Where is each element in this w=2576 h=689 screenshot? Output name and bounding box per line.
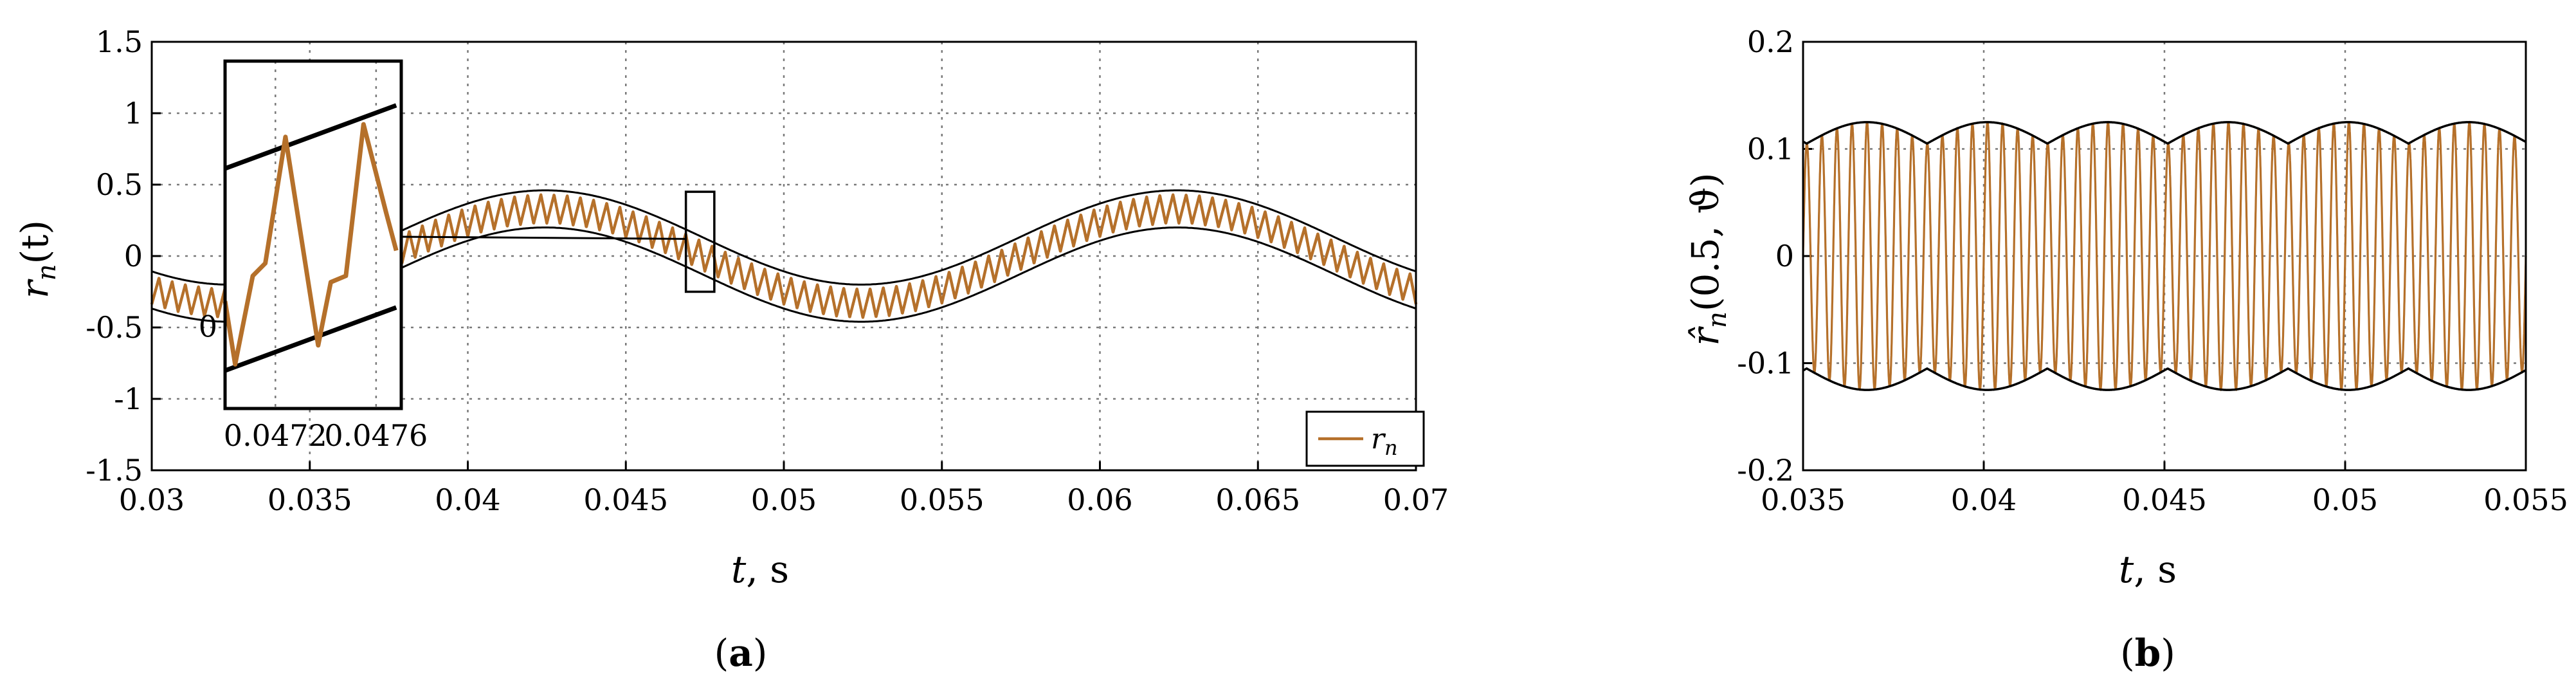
chart-a-x-tick-label: 0.05 <box>751 482 817 517</box>
chart-b-y-tick-label: 0.2 <box>1747 24 1794 59</box>
chart-a-inset-envelope-lower <box>224 305 397 373</box>
chart-b-envelope-lower <box>1802 367 2526 391</box>
chart-a-inset-x-tick-label: 0.0476 <box>324 418 428 453</box>
chart-a-x-axis-label: t, s <box>731 547 789 591</box>
chart-b-y-tick-label: -0.1 <box>1737 346 1794 381</box>
chart-b-envelope-upper <box>1802 121 2526 145</box>
chart-a-inset-y-tick-labels: 0 <box>199 309 217 344</box>
chart-a-y-tick-label: -1 <box>114 381 143 416</box>
chart-b-x-axis-label: t, s <box>2119 547 2177 591</box>
chart-b-x-tick-labels: 0.035 0.04 0.045 0.05 0.055 <box>1761 482 2568 517</box>
chart-b-x-tick-label: 0.055 <box>2483 482 2568 517</box>
chart-a-y-tick-label: -0.5 <box>86 310 143 345</box>
chart-b-x-tick-label: 0.035 <box>1761 482 1846 517</box>
chart-b-signal-line <box>1802 120 2527 392</box>
chart-b-y-axis-label: r̂n(0.5, ϑ) <box>1683 172 1732 345</box>
chart-a-x-tick-label: 0.04 <box>435 482 500 517</box>
chart-a-inset-frame <box>223 59 403 410</box>
chart-a-y-tick-label: 0.5 <box>96 167 143 202</box>
chart-a-zoom-connector <box>401 235 686 240</box>
chart-a-x-tick-label: 0.055 <box>900 482 984 517</box>
chart-a-inset-background <box>225 61 401 409</box>
chart-a-inset-y-tick-label: 0 <box>199 309 217 344</box>
chart-a-y-tick-labels: 1.5 1 0.5 0 -0.5 -1 -1.5 <box>86 24 143 488</box>
chart-b-x-tick-label: 0.04 <box>1951 482 2017 517</box>
chart-a-x-tick-label: 0.035 <box>268 482 352 517</box>
chart-a-inset-signal-line <box>222 122 399 367</box>
chart-b-y-tick-label: 0.1 <box>1747 132 1794 167</box>
chart-a-inset-envelope-upper <box>224 103 397 171</box>
chart-b-axes-frame <box>1802 41 2527 472</box>
chart-a-legend-label: rn <box>1371 423 1398 460</box>
chart-a-y-axis-label: rn(t) <box>13 220 62 299</box>
chart-b-caption: (b) <box>2120 631 2175 675</box>
chart-a-caption: (a) <box>714 631 768 675</box>
chart-a-inset-x-tick-label: 0.0472 <box>224 418 327 453</box>
chart-b-x-tick-label: 0.05 <box>2312 482 2378 517</box>
chart-a-x-tick-labels: 0.03 0.035 0.04 0.045 0.05 0.055 0.06 0.065 0.07 <box>119 482 1449 517</box>
chart-a-x-tick-label: 0.065 <box>1215 482 1300 517</box>
chart-a-x-tick-label: 0.03 <box>119 482 185 517</box>
chart-a-y-tick-label: 1 <box>124 96 143 131</box>
chart-b: 0.035 0.04 0.045 0.05 0.055 0.20.10-0.1-0.2 … <box>1683 24 2568 675</box>
chart-a-zoom-window <box>684 190 716 293</box>
chart-a-axes-frame <box>150 41 1417 472</box>
chart-b-y-tick-labels: 0.2 0.1 0 -0.1 -0.2 <box>1737 24 1794 488</box>
chart-b-y-tick-label: -0.2 <box>1737 453 1794 488</box>
chart-b-y-tick-label: 0 <box>1775 239 1794 273</box>
chart-a-y-tick-label: 1.5 <box>96 24 143 59</box>
chart-a-x-tick-label: 0.06 <box>1067 482 1132 517</box>
chart-a-y-tick-label: -1.5 <box>86 453 143 488</box>
chart-b-x-tick-label: 0.045 <box>2122 482 2207 517</box>
chart-a-x-tick-label: 0.045 <box>583 482 668 517</box>
chart-a-legend: rn <box>1305 410 1425 467</box>
chart-a-x-tick-label: 0.07 <box>1383 482 1449 517</box>
chart-a-y-tick-label: 0 <box>124 239 143 273</box>
